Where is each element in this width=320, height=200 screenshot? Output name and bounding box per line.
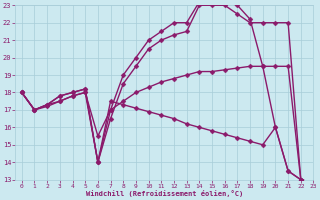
X-axis label: Windchill (Refroidissement éolien,°C): Windchill (Refroidissement éolien,°C) — [86, 190, 243, 197]
